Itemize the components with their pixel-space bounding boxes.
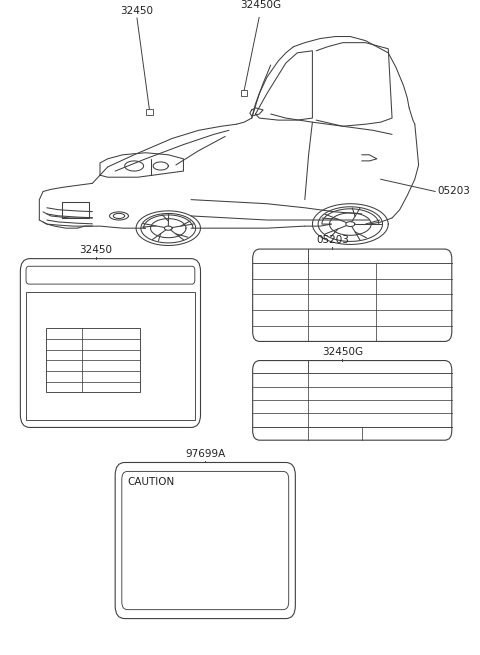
Text: 32450G: 32450G — [240, 0, 281, 10]
Text: 32450: 32450 — [120, 6, 154, 16]
Bar — [26, 291, 195, 420]
Text: 05203: 05203 — [438, 187, 470, 196]
Text: CAUTION: CAUTION — [128, 476, 175, 487]
Bar — [145, 109, 153, 115]
Text: 97699A: 97699A — [185, 449, 226, 458]
Text: 32450G: 32450G — [322, 346, 363, 357]
Text: 32450: 32450 — [80, 246, 112, 255]
Text: 05203: 05203 — [316, 235, 349, 245]
Bar — [47, 328, 140, 392]
Bar — [241, 90, 248, 96]
